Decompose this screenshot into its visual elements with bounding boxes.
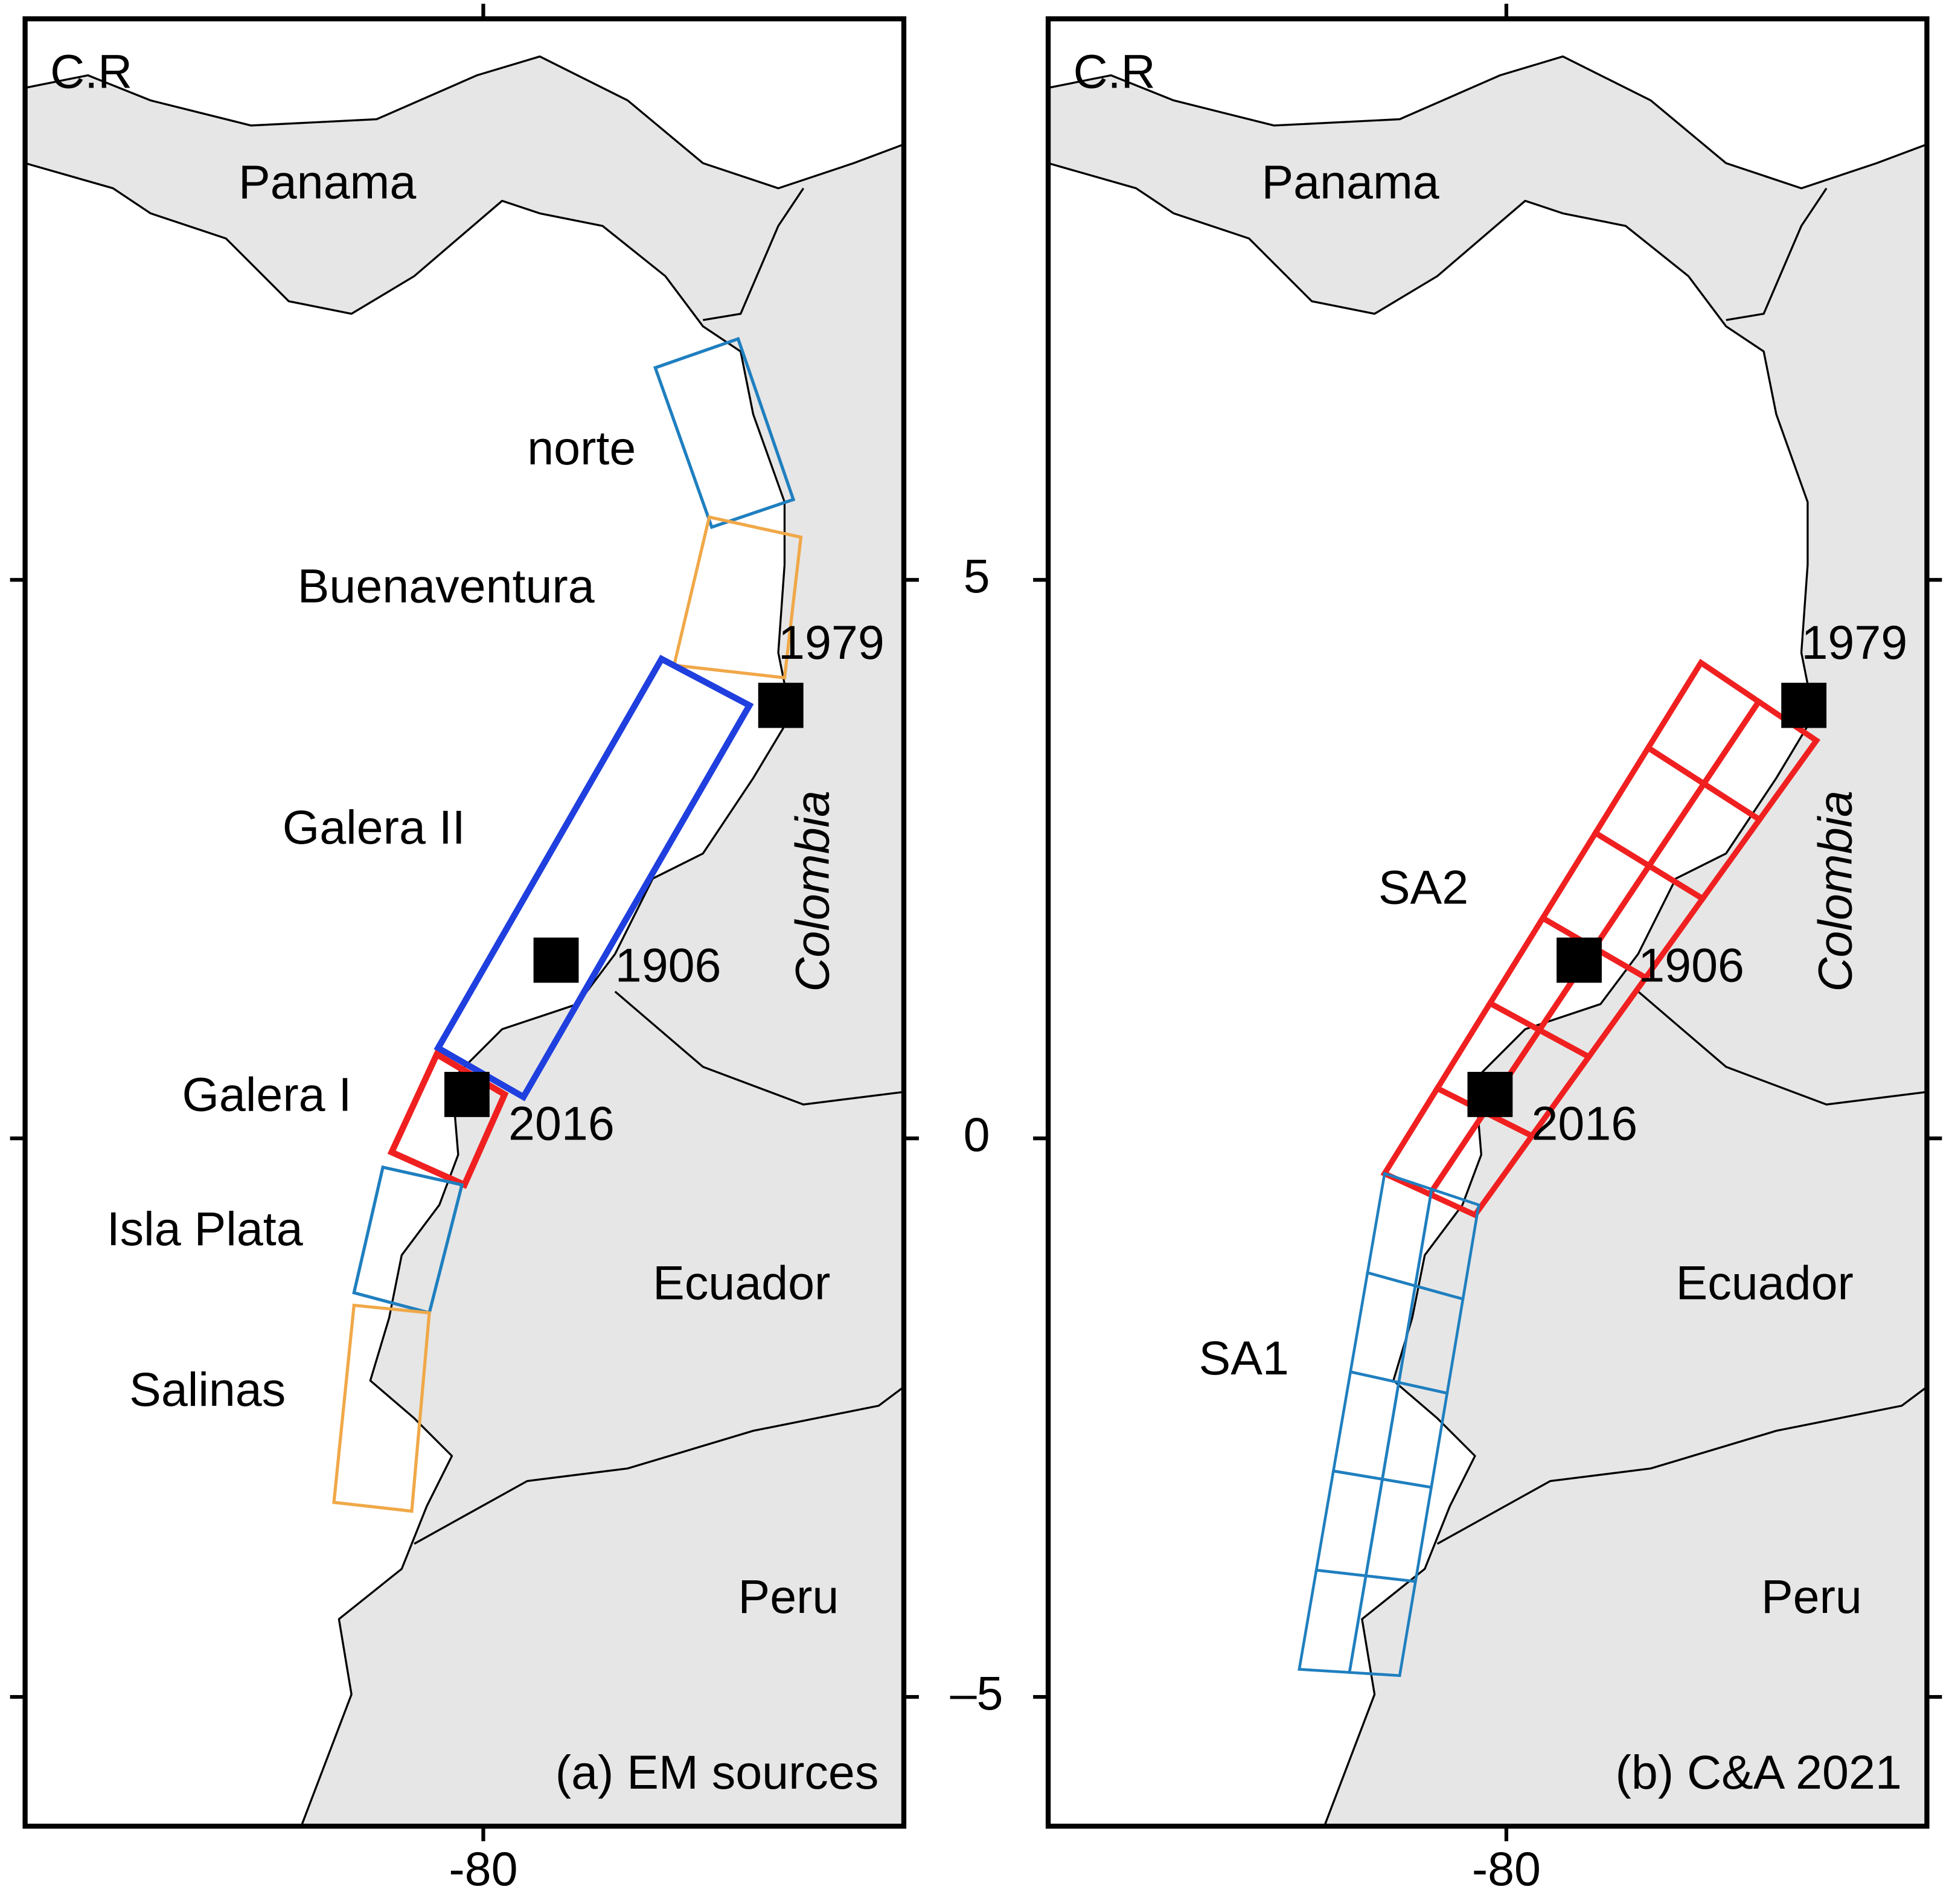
map-panel: C.R Panama Colombia Ecuador Peru SA2 SA1 1979 19… [1033, 4, 1942, 1896]
region-label: Colombia [1808, 790, 1862, 992]
source-box [434, 655, 754, 1101]
frame [1045, 16, 1930, 1829]
event-year: 1979 [1802, 615, 1908, 669]
subfault [1314, 1469, 1384, 1578]
source-box [332, 1303, 431, 1513]
region-label: C.R [50, 45, 132, 98]
subfault [1364, 1477, 1433, 1583]
panel-title: (a) EM sources [555, 1745, 879, 1799]
panel-title: (b) C&A 2021 [1616, 1745, 1902, 1799]
country-border [1436, 1386, 1927, 1545]
x-tick-label: -80 [1472, 1842, 1541, 1896]
source-label: SA1 [1199, 1331, 1289, 1385]
event-year: 1979 [778, 615, 885, 669]
source-label: Isla Plata [107, 1202, 303, 1255]
source-label: Buenaventura [298, 559, 595, 613]
region-label: Panama [1261, 155, 1439, 208]
source-label: Salinas [129, 1362, 286, 1416]
source-label: Galera II [283, 800, 466, 854]
land [25, 55, 904, 1827]
source-box [653, 336, 796, 530]
event-marker [1557, 937, 1602, 983]
event-marker [444, 1071, 490, 1117]
subfault [1700, 697, 1821, 824]
country-border [614, 990, 904, 1106]
region-label: Peru [1761, 1569, 1862, 1623]
country-border [1726, 187, 1828, 321]
region-label: Ecuador [653, 1255, 830, 1309]
event-year: 1906 [1638, 938, 1744, 992]
y-tick-label: 0 [964, 1107, 990, 1161]
source-label: norte [527, 421, 636, 475]
region-label: Panama [238, 155, 416, 208]
source-label: SA2 [1378, 861, 1468, 914]
region-label: Colombia [785, 790, 839, 992]
map-area [1048, 55, 1927, 1827]
event-marker [758, 682, 804, 728]
region-label: Peru [738, 1569, 839, 1623]
country-border [414, 1386, 904, 1545]
subfault [1348, 1574, 1418, 1678]
land [1048, 55, 1927, 1827]
y-tick-label: 5 [964, 549, 990, 603]
subfault [1331, 1370, 1401, 1481]
event-marker [1781, 682, 1827, 728]
country-border [703, 187, 805, 321]
map-area [25, 55, 904, 1827]
map-panel: C.R Panama Colombia Ecuador Peru norte Buenave… [10, 4, 919, 1896]
region-label: Ecuador [1676, 1255, 1854, 1309]
event-year: 1906 [615, 938, 722, 992]
country-border [1637, 990, 1927, 1106]
frame [22, 16, 907, 1829]
event-year: 2016 [1532, 1096, 1638, 1150]
region-label: C.R [1074, 45, 1156, 98]
x-tick-label: -80 [449, 1842, 517, 1896]
event-marker [1467, 1071, 1513, 1117]
event-year: 2016 [508, 1096, 615, 1150]
source-label: Galera I [182, 1068, 351, 1121]
event-marker [533, 937, 579, 983]
y-tick-label: –5 [950, 1666, 1003, 1720]
subfault [1298, 1568, 1368, 1674]
source-box [672, 515, 803, 680]
